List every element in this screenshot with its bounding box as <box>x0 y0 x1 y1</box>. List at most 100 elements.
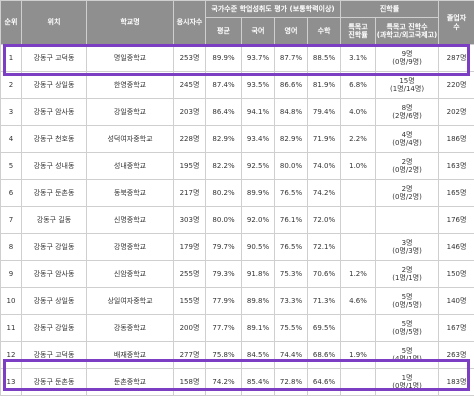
cell-applicants: 195명 <box>173 152 206 180</box>
cell-location: 강동구 고덕동 <box>21 341 87 369</box>
table-row: 9 강동구 암사동 신암중학교 255명 79.3% 91.8% 75.3% 70.6% 1.2… <box>0 260 474 288</box>
cell-english: 82.9% <box>274 125 308 153</box>
cell-english: 74.4% <box>274 341 308 369</box>
cell-location: 강동구 강일동 <box>21 314 87 342</box>
cell-school: 둔촌중학교 <box>86 368 174 396</box>
cell-avg: 87.4% <box>205 71 242 99</box>
table-row: 3 강동구 암사동 강일중학교 203명 86.4% 94.1% 84.8% 79.4% 4.0… <box>0 98 474 126</box>
cell-rank: 1 <box>0 44 22 72</box>
cell-english: 87.7% <box>274 44 308 72</box>
header-applicants: 응시자수 <box>173 0 206 45</box>
cell-graduates: 163명 <box>438 152 474 180</box>
cell-rank: 12 <box>0 341 22 369</box>
header-special-rate: 특목고 진학률 <box>340 17 377 45</box>
cell-location: 강동구 둔촌동 <box>21 179 87 207</box>
header-location: 위치 <box>21 0 87 45</box>
cell-applicants: 158명 <box>173 368 206 396</box>
header-row-top: 순위 위치 학교명 응시자수 국가수준 학업성취도 평가 (보통학력이상) 진학… <box>0 0 474 45</box>
special-count-detail: (0명/4명) <box>392 139 422 147</box>
cell-rank: 3 <box>0 98 22 126</box>
cell-graduates: 287명 <box>438 44 474 72</box>
cell-location: 강동구 암사동 <box>21 98 87 126</box>
header-school: 학교명 <box>86 0 174 45</box>
cell-avg: 89.9% <box>205 44 242 72</box>
cell-english: 76.1% <box>274 206 308 234</box>
cell-korean: 90.5% <box>241 233 275 261</box>
cell-math: 71.9% <box>306 125 342 153</box>
cell-school: 한영중학교 <box>86 71 174 99</box>
special-count-total: 2명 <box>401 265 413 274</box>
table-row: 10 강동구 상일동 상일여자중학교 155명 77.9% 89.8% 73.3% 71.3%… <box>0 287 474 315</box>
cell-math: 72.0% <box>306 206 342 234</box>
special-count-detail: (0명/5명) <box>392 328 422 336</box>
cell-applicants: 245명 <box>173 71 206 99</box>
special-count-detail: (0명/9명) <box>392 58 422 66</box>
cell-applicants: 200명 <box>173 314 206 342</box>
special-count-total: 5명 <box>401 292 413 301</box>
header-advancement: 진학률 <box>340 0 440 18</box>
cell-special-count: 2명 (0명/2명) <box>375 179 440 207</box>
cell-school: 성내중학교 <box>86 152 174 180</box>
cell-location: 강동구 천호동 <box>21 125 87 153</box>
special-count-detail: (0명/1명) <box>392 382 422 390</box>
cell-math: 81.9% <box>306 71 342 99</box>
cell-math: 72.1% <box>306 233 342 261</box>
table-row: 8 강동구 강일동 강명중학교 179명 79.7% 90.5% 76.5% 72.1% 3명(… <box>0 233 474 261</box>
cell-special-rate: 1.9% <box>340 341 377 369</box>
cell-special-rate: 6.8% <box>340 71 377 99</box>
cell-rank: 2 <box>0 71 22 99</box>
cell-english: 73.3% <box>274 287 308 315</box>
cell-school: 강일중학교 <box>86 98 174 126</box>
cell-applicants: 217명 <box>173 179 206 207</box>
cell-special-rate: 1.0% <box>340 152 377 180</box>
cell-special-rate: 4.0% <box>340 98 377 126</box>
table-row: 2 강동구 상일동 한영중학교 245명 87.4% 93.5% 86.6% 81.9% 6.8… <box>0 71 474 99</box>
cell-avg: 79.7% <box>205 233 242 261</box>
cell-special-count: 8명 (2명/6명) <box>375 98 440 126</box>
cell-rank: 7 <box>0 206 22 234</box>
cell-korean: 93.7% <box>241 44 275 72</box>
cell-special-rate: 2.2% <box>340 125 377 153</box>
cell-applicants: 277명 <box>173 341 206 369</box>
cell-special-count: 9명 (0명/9명) <box>375 44 440 72</box>
cell-location: 강동구 길동 <box>21 206 87 234</box>
header-rank: 순위 <box>0 0 22 45</box>
cell-english: 76.5% <box>274 233 308 261</box>
cell-special-count: 2명 (1명/1명) <box>375 260 440 288</box>
cell-avg: 80.2% <box>205 179 242 207</box>
cell-school: 배재중학교 <box>86 341 174 369</box>
cell-special-rate <box>340 368 377 396</box>
header-math: 수학 <box>306 17 342 45</box>
cell-avg: 80.0% <box>205 206 242 234</box>
cell-location: 강동구 상일동 <box>21 71 87 99</box>
cell-location: 강동구 암사동 <box>21 260 87 288</box>
cell-graduates: 183명 <box>438 368 474 396</box>
table-row: 4 강동구 천호동 성덕여자중학교 228명 82.9% 93.4% 82.9% 71.9% 2… <box>0 125 474 153</box>
cell-graduates: 140명 <box>438 287 474 315</box>
cell-school: 동북중학교 <box>86 179 174 207</box>
cell-location: 강동구 성내동 <box>21 152 87 180</box>
cell-rank: 4 <box>0 125 22 153</box>
cell-applicants: 179명 <box>173 233 206 261</box>
cell-math: 68.6% <box>306 341 342 369</box>
cell-english: 72.8% <box>274 368 308 396</box>
cell-english: 84.8% <box>274 98 308 126</box>
table-row: 7 강동구 길동 신명중학교 303명 80.0% 92.0% 76.1% 72.0% 176명 <box>0 206 474 234</box>
cell-math: 64.6% <box>306 368 342 396</box>
cell-english: 75.5% <box>274 314 308 342</box>
cell-avg: 82.9% <box>205 125 242 153</box>
cell-graduates: 150명 <box>438 260 474 288</box>
cell-special-count: 4명 (0명/4명) <box>375 125 440 153</box>
cell-graduates: 186명 <box>438 125 474 153</box>
cell-special-count: 2명 (0명/2명) <box>375 152 440 180</box>
table-row: 1 강동구 고덕동 명일중학교 253명 89.9% 93.7% 87.7% 88.5% 3.1… <box>0 44 474 72</box>
cell-school: 신명중학교 <box>86 206 174 234</box>
cell-school: 성덕여자중학교 <box>86 125 174 153</box>
cell-math: 70.6% <box>306 260 342 288</box>
cell-korean: 89.8% <box>241 287 275 315</box>
cell-avg: 86.4% <box>205 98 242 126</box>
cell-school: 명일중학교 <box>86 44 174 72</box>
cell-applicants: 303명 <box>173 206 206 234</box>
cell-english: 80.0% <box>274 152 308 180</box>
header-national-assessment: 국가수준 학업성취도 평가 (보통학력이상) <box>204 0 342 18</box>
